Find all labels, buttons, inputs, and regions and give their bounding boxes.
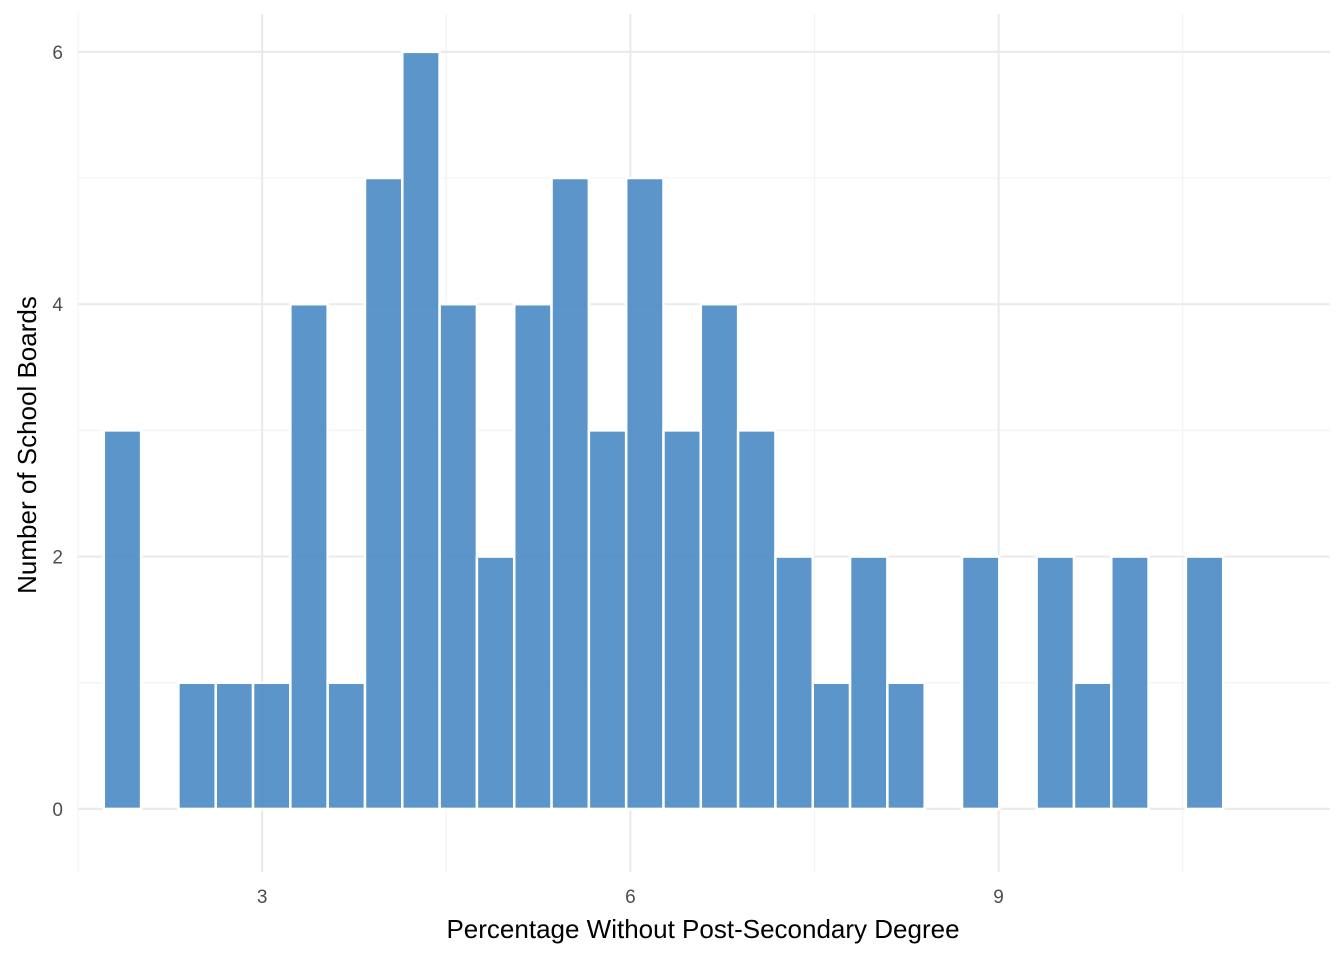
x-axis-title: Percentage Without Post-Secondary Degree [446,914,959,944]
y-tick-label: 4 [52,295,63,316]
histogram-bar [886,681,926,811]
y-axis-title: Number of School Boards [12,296,42,594]
y-tick-label: 6 [52,43,63,64]
histogram-bar [326,681,367,811]
histogram-bar [438,302,479,811]
y-tick-label: 2 [52,548,63,569]
histogram-bar [475,555,516,811]
histogram-bar [736,429,777,811]
histogram-bar [587,429,628,811]
y-tick-label: 0 [52,800,63,821]
histogram-bar [662,429,703,811]
histogram-bar [401,50,441,811]
y-axis-ticks: 0 2 4 6 [52,43,63,821]
histogram-bar [214,681,255,811]
histogram-bar [251,681,292,811]
histogram-bar [848,555,889,811]
histogram-bar [774,555,815,811]
histogram-bar [1035,555,1076,811]
histogram-bar [624,176,665,811]
x-tick-label: 9 [993,887,1004,908]
x-tick-label: 6 [625,887,636,908]
histogram-bar [512,302,553,811]
histogram-bar [289,302,329,811]
histogram-bar [177,681,217,811]
histogram-bar [1072,681,1113,811]
x-axis-ticks: 3 6 9 [257,887,1004,908]
histogram-bar [1110,555,1150,811]
x-tick-label: 3 [257,887,268,908]
bars [102,50,1225,811]
histogram-bar [1184,555,1225,811]
histogram-bar [550,176,591,811]
histogram-bar [363,176,404,811]
histogram-bar [960,555,1001,811]
histogram-bar [811,681,852,811]
histogram-bar [102,429,143,811]
histogram-bar [699,302,740,811]
